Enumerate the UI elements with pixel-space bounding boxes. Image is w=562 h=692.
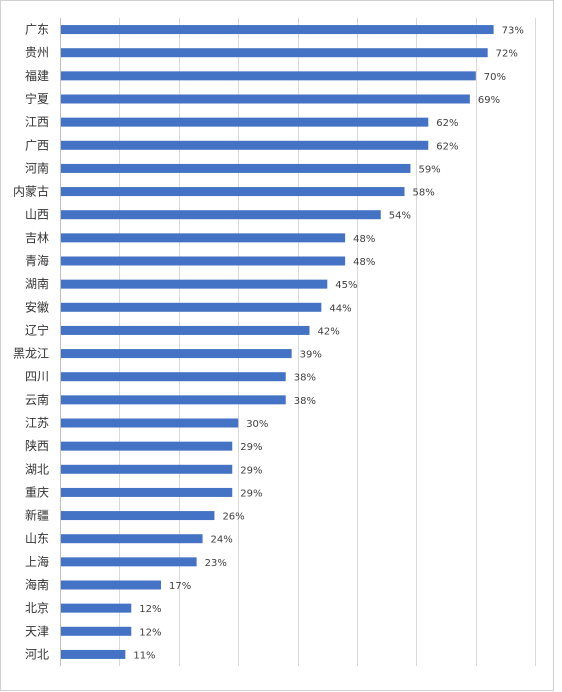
data-label: 11%: [133, 650, 155, 661]
category-label: 辽宁: [25, 322, 49, 337]
data-label: 29%: [240, 442, 262, 453]
bar: [60, 48, 488, 58]
category-label: 福建: [25, 68, 49, 83]
data-label: 38%: [294, 396, 316, 407]
category-label: 湖北: [25, 461, 49, 476]
data-label: 54%: [389, 211, 411, 222]
bar: [60, 71, 476, 81]
category-label: 上海: [25, 554, 49, 569]
bar: [60, 649, 126, 659]
bar: [60, 279, 328, 289]
bar: [60, 534, 203, 544]
data-label: 12%: [139, 627, 161, 638]
category-label: 内蒙古: [13, 184, 49, 199]
category-label: 吉林: [25, 231, 49, 245]
bar: [60, 372, 286, 382]
data-label: 69%: [478, 95, 500, 106]
bars: [60, 25, 494, 659]
bar: [60, 302, 322, 312]
bar: [60, 441, 233, 451]
category-labels: 广东贵州福建宁夏江西广西河南内蒙古山西吉林青海湖南安徽辽宁黑龙江四川云南江苏陕西…: [13, 23, 49, 662]
bar: [60, 580, 161, 590]
bar: [60, 395, 286, 405]
data-label: 58%: [413, 188, 435, 199]
data-label: 17%: [169, 581, 191, 592]
data-label: 59%: [418, 164, 440, 175]
category-label: 河北: [25, 647, 49, 661]
bar: [60, 325, 310, 335]
data-label: 26%: [222, 512, 244, 523]
bar: [60, 464, 233, 474]
bar: [60, 626, 132, 636]
data-label: 29%: [240, 465, 262, 476]
category-label: 黑龙江: [13, 347, 49, 361]
bar: [60, 117, 429, 127]
data-label: 72%: [496, 49, 518, 60]
value-labels: 73% 72% 70% 69% 62% 62% 59% 58% 54% 48% 48% 45% 44% 4…: [133, 26, 524, 662]
bar: [60, 187, 405, 197]
data-label: 23%: [205, 558, 227, 569]
bar: [60, 349, 292, 359]
category-label: 山东: [25, 532, 49, 546]
data-label: 44%: [329, 303, 351, 314]
bar: [60, 233, 346, 243]
bar: [60, 25, 494, 35]
category-label: 云南: [25, 392, 49, 407]
category-label: 江苏: [25, 416, 49, 430]
category-label: 河南: [25, 160, 49, 175]
data-label: 45%: [335, 280, 357, 291]
category-label: 宁夏: [25, 91, 49, 106]
data-label: 48%: [353, 257, 375, 268]
category-label: 北京: [25, 601, 49, 615]
category-label: 青海: [25, 253, 49, 268]
category-label: 天津: [25, 624, 49, 638]
data-label: 30%: [246, 419, 268, 430]
data-label: 73%: [502, 26, 524, 37]
bar: [60, 210, 381, 220]
category-label: 湖南: [25, 276, 49, 291]
category-label: 四川: [25, 370, 49, 384]
category-label: 海南: [25, 577, 49, 592]
category-label: 重庆: [25, 485, 49, 499]
bar: [60, 140, 429, 150]
gridlines: [119, 18, 536, 666]
bar: [60, 487, 233, 497]
data-label: 39%: [300, 350, 322, 361]
bar: [60, 94, 470, 104]
category-label: 山西: [25, 208, 49, 222]
data-label: 70%: [484, 72, 506, 83]
category-label: 贵州: [25, 46, 49, 60]
bar: [60, 418, 239, 428]
data-label: 42%: [317, 326, 339, 337]
bar: [60, 603, 132, 613]
bar: [60, 256, 346, 266]
data-label: 62%: [436, 118, 458, 129]
bar: [60, 163, 411, 173]
bar: [60, 557, 197, 567]
data-label: 48%: [353, 234, 375, 245]
data-label: 24%: [211, 535, 233, 546]
data-label: 38%: [294, 373, 316, 384]
data-label: 29%: [240, 488, 262, 499]
data-label: 62%: [436, 141, 458, 152]
category-label: 安徽: [25, 299, 49, 314]
category-label: 新疆: [25, 508, 49, 523]
category-label: 广东: [25, 23, 49, 37]
category-label: 陕西: [25, 438, 49, 453]
category-label: 江西: [25, 115, 49, 129]
category-label: 广西: [25, 138, 49, 152]
bar: [60, 511, 215, 521]
data-label: 12%: [139, 604, 161, 615]
